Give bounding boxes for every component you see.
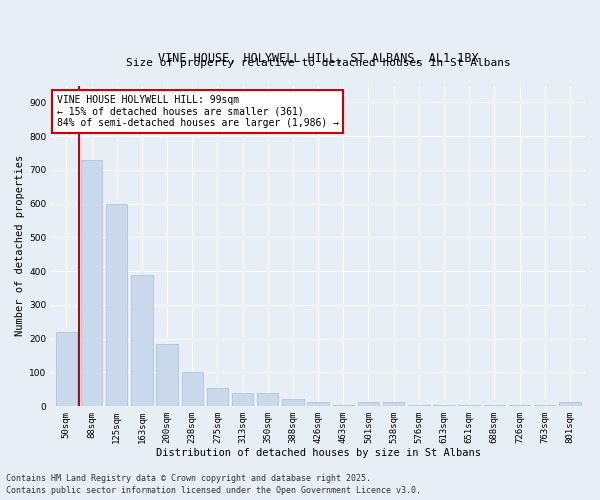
Text: VINE HOUSE, HOLYWELL HILL, ST ALBANS, AL1 1BX: VINE HOUSE, HOLYWELL HILL, ST ALBANS, AL…: [158, 52, 478, 64]
Bar: [232, 392, 253, 406]
X-axis label: Distribution of detached houses by size in St Albans: Distribution of detached houses by size …: [155, 448, 481, 458]
Bar: [408, 404, 430, 406]
Bar: [131, 274, 152, 406]
Bar: [157, 344, 178, 406]
Bar: [559, 402, 581, 406]
Bar: [458, 404, 480, 406]
Bar: [282, 399, 304, 406]
Bar: [534, 404, 556, 406]
Bar: [332, 404, 354, 406]
Bar: [257, 394, 278, 406]
Bar: [81, 160, 102, 406]
Bar: [207, 388, 228, 406]
Bar: [358, 402, 379, 406]
Bar: [56, 332, 77, 406]
Bar: [307, 402, 329, 406]
Title: Size of property relative to detached houses in St Albans: Size of property relative to detached ho…: [126, 58, 511, 68]
Bar: [484, 404, 505, 406]
Bar: [106, 204, 127, 406]
Bar: [383, 402, 404, 406]
Bar: [509, 404, 530, 406]
Text: VINE HOUSE HOLYWELL HILL: 99sqm
← 15% of detached houses are smaller (361)
84% o: VINE HOUSE HOLYWELL HILL: 99sqm ← 15% of…: [56, 95, 338, 128]
Text: Contains HM Land Registry data © Crown copyright and database right 2025.
Contai: Contains HM Land Registry data © Crown c…: [6, 474, 421, 495]
Bar: [182, 372, 203, 406]
Bar: [433, 404, 455, 406]
Y-axis label: Number of detached properties: Number of detached properties: [15, 155, 25, 336]
